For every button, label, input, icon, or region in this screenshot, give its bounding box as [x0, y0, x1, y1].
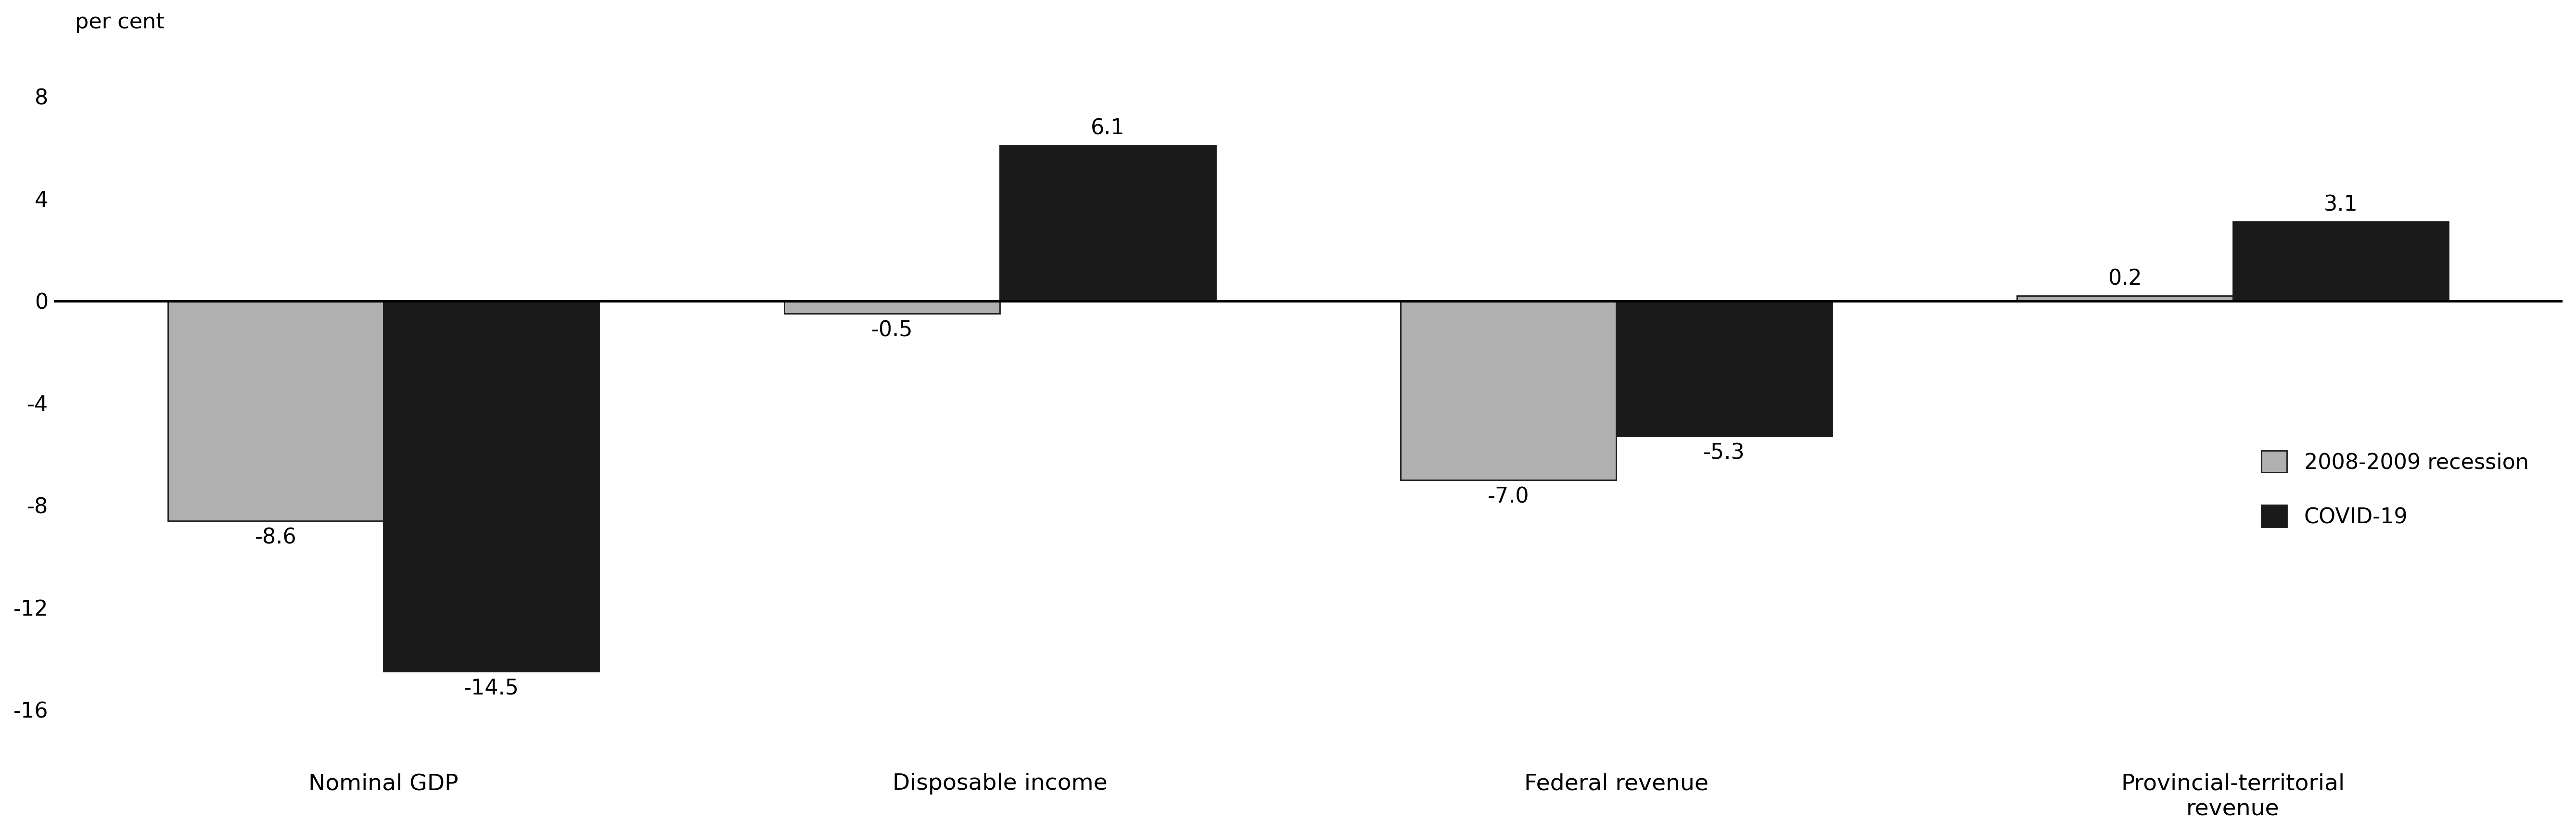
- Bar: [1401, 301, 1615, 480]
- Text: -0.5: -0.5: [871, 320, 912, 341]
- Text: 6.1: 6.1: [1090, 118, 1126, 139]
- Text: 0.2: 0.2: [2107, 269, 2143, 290]
- Text: -7.0: -7.0: [1489, 486, 1530, 507]
- Legend: 2008-2009 recession, COVID-19: 2008-2009 recession, COVID-19: [2251, 440, 2540, 538]
- Bar: [384, 301, 600, 671]
- Text: -5.3: -5.3: [1703, 443, 1744, 463]
- Text: -8.6: -8.6: [255, 527, 296, 548]
- Bar: [2017, 296, 2233, 301]
- Bar: [167, 301, 384, 521]
- Bar: [783, 301, 999, 314]
- Text: 3.1: 3.1: [2324, 195, 2357, 216]
- Bar: [1615, 301, 1832, 436]
- Text: per cent: per cent: [75, 12, 165, 32]
- Text: -14.5: -14.5: [464, 678, 518, 699]
- Bar: [2233, 222, 2450, 301]
- Bar: [999, 145, 1216, 301]
